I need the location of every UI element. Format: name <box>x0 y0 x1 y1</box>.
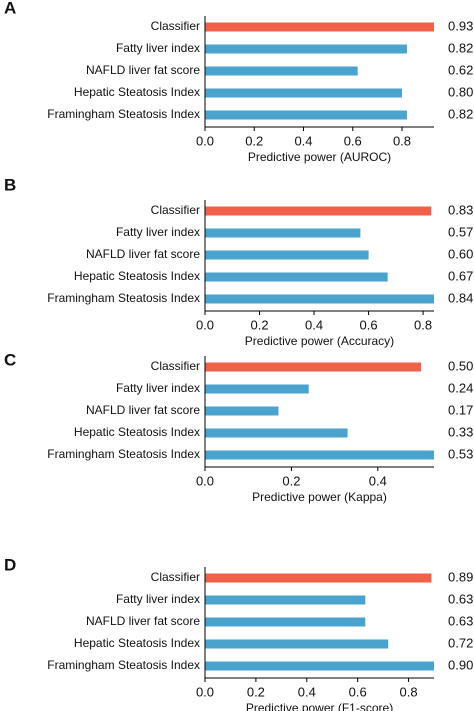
bar <box>205 22 434 32</box>
bar <box>205 384 309 394</box>
category-label: Hepatic Steatosis Index <box>74 636 200 650</box>
bar <box>205 66 358 76</box>
category-label: Classifier <box>151 570 200 584</box>
bar <box>205 428 348 438</box>
x-tick-label: 0.2 <box>247 684 265 699</box>
value-label: 0.60 <box>448 246 473 261</box>
category-label: NAFLD liver fat score <box>86 614 200 628</box>
x-tick-label: 0.2 <box>282 473 300 488</box>
value-label: 0.82 <box>448 40 473 55</box>
value-label: 0.83 <box>448 202 473 217</box>
value-label: 0.53 <box>448 446 473 461</box>
category-label: Fatty liver index <box>116 592 200 606</box>
value-label: 0.89 <box>448 569 473 584</box>
x-tick-label: 0.6 <box>360 317 378 332</box>
bar <box>205 595 366 605</box>
x-tick-label: 0.6 <box>349 684 367 699</box>
panel-letter: B <box>4 175 16 194</box>
value-label: 0.62 <box>448 62 473 77</box>
x-tick-label: 0.8 <box>414 317 432 332</box>
bar <box>205 661 434 671</box>
panel-letter: C <box>4 350 16 369</box>
bar <box>205 639 389 649</box>
value-label: 0.50 <box>448 358 473 373</box>
bar <box>205 362 422 372</box>
category-label: Hepatic Steatosis Index <box>74 425 200 439</box>
value-label: 0.72 <box>448 635 473 650</box>
category-label: Framingham Steatosis Index <box>47 291 200 305</box>
x-tick-label: 0.0 <box>196 684 214 699</box>
value-label: 0.57 <box>448 224 473 239</box>
bar <box>205 250 369 260</box>
value-label: 0.82 <box>448 106 473 121</box>
category-label: NAFLD liver fat score <box>86 247 200 261</box>
x-tick-label: 0.0 <box>196 133 214 148</box>
category-label: Framingham Steatosis Index <box>47 447 200 461</box>
value-label: 0.93 <box>448 18 473 33</box>
bar <box>205 406 279 416</box>
value-label: 0.63 <box>448 613 473 628</box>
value-label: 0.63 <box>448 591 473 606</box>
x-tick-label: 0.2 <box>245 133 263 148</box>
category-label: Fatty liver index <box>116 381 200 395</box>
bar <box>205 617 366 627</box>
category-label: Classifier <box>151 203 200 217</box>
category-label: Fatty liver index <box>116 41 200 55</box>
value-label: 0.17 <box>448 402 473 417</box>
x-axis-label: Predictive power (Kappa) <box>252 490 387 504</box>
x-tick-label: 0.6 <box>344 133 362 148</box>
bar <box>205 88 402 98</box>
value-label: 0.33 <box>448 424 473 439</box>
panel-letter: D <box>4 555 16 574</box>
category-label: Hepatic Steatosis Index <box>74 85 200 99</box>
category-label: NAFLD liver fat score <box>86 63 200 77</box>
x-tick-label: 0.4 <box>298 684 316 699</box>
category-label: Classifier <box>151 359 200 373</box>
x-tick-label: 0.4 <box>294 133 312 148</box>
bar <box>205 272 388 282</box>
bar <box>205 206 432 216</box>
x-tick-label: 0.4 <box>369 473 387 488</box>
x-tick-label: 0.2 <box>250 317 268 332</box>
category-label: Fatty liver index <box>116 225 200 239</box>
panel-letter: A <box>4 0 16 17</box>
value-label: 0.90 <box>448 657 473 672</box>
category-label: NAFLD liver fat score <box>86 403 200 417</box>
bar <box>205 294 434 304</box>
x-tick-label: 0.0 <box>196 473 214 488</box>
bar <box>205 228 361 238</box>
x-axis-label: Predictive power (F1-score) <box>246 701 393 711</box>
x-tick-label: 0.0 <box>196 317 214 332</box>
category-label: Hepatic Steatosis Index <box>74 269 200 283</box>
bar <box>205 450 434 460</box>
value-label: 0.84 <box>448 290 473 305</box>
x-tick-label: 0.4 <box>305 317 323 332</box>
category-label: Framingham Steatosis Index <box>47 658 200 672</box>
bar <box>205 44 407 54</box>
x-axis-label: Predictive power (AUROC) <box>248 150 391 164</box>
bar <box>205 110 407 120</box>
x-tick-label: 0.8 <box>400 684 418 699</box>
value-label: 0.24 <box>448 380 473 395</box>
value-label: 0.80 <box>448 84 473 99</box>
category-label: Framingham Steatosis Index <box>47 107 200 121</box>
x-axis-label: Predictive power (Accuracy) <box>245 334 394 348</box>
category-label: Classifier <box>151 19 200 33</box>
bar <box>205 573 432 583</box>
value-label: 0.67 <box>448 268 473 283</box>
x-tick-label: 0.8 <box>393 133 411 148</box>
